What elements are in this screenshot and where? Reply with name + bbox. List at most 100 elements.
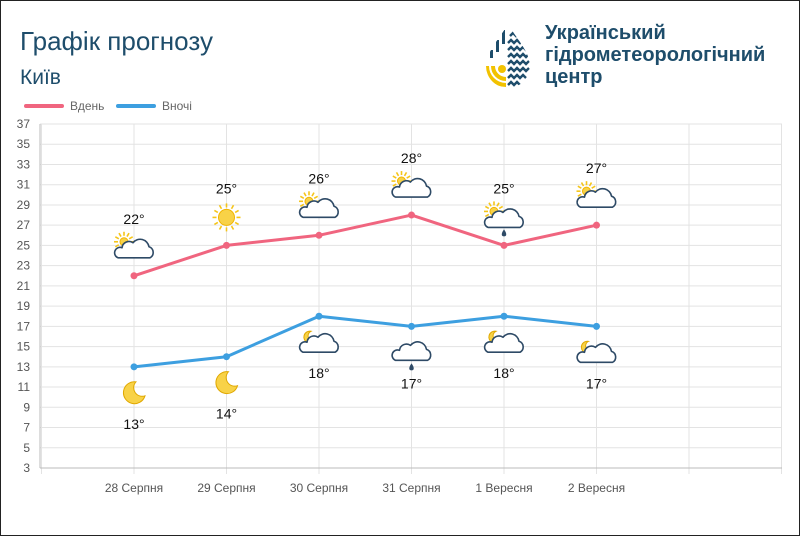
- y-tick-label: 33: [17, 157, 31, 171]
- y-tick-label: 25: [17, 238, 31, 252]
- moon-icon: [215, 371, 239, 395]
- sun-ray: [114, 236, 120, 240]
- day-temp-label: 26°: [308, 170, 329, 186]
- sun-ray: [213, 209, 219, 214]
- rain-drop: [501, 229, 507, 237]
- sun-ray: [299, 203, 305, 207]
- day-temp-label: 22°: [123, 211, 144, 227]
- page-title: Графік прогнозу: [20, 26, 213, 56]
- org-name-line3: центр: [545, 66, 603, 88]
- day-temp-label: 27°: [586, 160, 607, 176]
- org-name: Український гідрометеорологічний центр: [545, 22, 765, 88]
- legend-swatch-night: [116, 104, 156, 108]
- data-point-night[interactable]: [408, 322, 415, 330]
- sun-ray: [403, 171, 408, 177]
- day-temp-label: 25°: [493, 180, 514, 196]
- y-tick-label: 29: [17, 198, 31, 212]
- data-point-day[interactable]: [500, 241, 508, 249]
- moon-shape: [215, 371, 239, 395]
- x-tick-label: 2 Вересня: [568, 481, 625, 495]
- night-temp-label: 18°: [493, 365, 514, 381]
- legend-item-day[interactable]: Вдень: [24, 99, 104, 113]
- org-name-line1: Український: [545, 22, 666, 44]
- data-point-night[interactable]: [500, 312, 508, 320]
- y-tick-label: 5: [23, 441, 30, 455]
- sun-ray: [577, 185, 582, 189]
- y-tick-label: 7: [23, 421, 30, 435]
- partly-cloudy-icon: [576, 181, 617, 208]
- sun-ray: [406, 175, 411, 179]
- sun-ray: [580, 182, 585, 187]
- x-tick-label: 30 Серпня: [290, 481, 348, 495]
- grid: [39, 123, 782, 474]
- x-tick-label: 29 Серпня: [197, 481, 255, 495]
- cloud-shape: [298, 332, 339, 354]
- sun-ray: [392, 183, 397, 187]
- cloud-rain-icon: [391, 341, 432, 371]
- data-point-day[interactable]: [593, 221, 600, 229]
- y-tick-label: 19: [17, 299, 31, 313]
- data-point-day[interactable]: [315, 231, 323, 239]
- data-point-night[interactable]: [315, 312, 323, 320]
- cloud-shape: [483, 208, 524, 229]
- sun-ray: [498, 205, 504, 210]
- partly-cloudy-icon: [298, 191, 339, 219]
- day-temp-label: 28°: [401, 150, 422, 166]
- sun-ray: [484, 205, 490, 210]
- cloudy-night-icon: [298, 330, 339, 354]
- ukrhydromet-logo-icon: [486, 24, 530, 88]
- y-tick-label: 31: [17, 178, 31, 192]
- moon-shape: [122, 381, 146, 405]
- cloud-shape: [298, 198, 339, 219]
- x-tick-label: 31 Серпня: [382, 481, 440, 495]
- sun-ray: [213, 221, 219, 226]
- day-temp-label: 25°: [216, 180, 237, 196]
- sun-ray: [392, 175, 397, 179]
- sun-ray: [591, 185, 596, 189]
- y-tick-label: 21: [17, 279, 31, 293]
- data-point-night[interactable]: [223, 353, 230, 361]
- partly-cloudy-icon: [113, 231, 154, 259]
- sun-ray: [488, 202, 492, 207]
- data-point-night[interactable]: [130, 363, 138, 371]
- cloud-shape: [391, 341, 432, 362]
- city-name: Київ: [20, 66, 61, 89]
- legend-swatch-day: [24, 104, 64, 108]
- y-tick-label: 35: [17, 137, 31, 151]
- legend-label-night: Вночі: [162, 99, 192, 113]
- sun-icon: [212, 203, 241, 232]
- partly-cloudy-icon: [391, 171, 432, 198]
- cloud-shape: [391, 177, 432, 198]
- sun-ray: [484, 213, 490, 218]
- sun-ray: [234, 209, 240, 214]
- x-tick-label: 1 Вересня: [475, 481, 532, 495]
- x-tick-label: 28 Серпня: [105, 481, 163, 495]
- cloud-shape: [483, 332, 524, 354]
- data-point-night[interactable]: [593, 322, 600, 330]
- sun-ray: [218, 225, 223, 230]
- y-tick-label: 37: [17, 117, 31, 131]
- y-tick-label: 3: [23, 461, 30, 475]
- sun-ray: [303, 192, 307, 197]
- data-point-day[interactable]: [408, 211, 415, 219]
- y-tick-label: 27: [17, 218, 31, 232]
- sun-ray: [234, 221, 240, 226]
- y-tick-label: 17: [17, 319, 31, 333]
- sun-ray: [126, 232, 130, 237]
- cloud-shape: [576, 187, 617, 208]
- sun-ray: [311, 192, 315, 197]
- data-point-day[interactable]: [130, 272, 138, 280]
- y-tick-label: 23: [17, 259, 31, 273]
- data-point-day[interactable]: [223, 241, 230, 249]
- sun-ray: [118, 232, 122, 237]
- y-tick-label: 9: [23, 400, 30, 414]
- y-tick-label: 11: [18, 380, 31, 394]
- night-temp-label: 18°: [308, 365, 329, 381]
- legend-item-night[interactable]: Вночі: [116, 99, 192, 113]
- moon-icon: [122, 381, 146, 405]
- sun-ray: [395, 171, 400, 177]
- night-temp-label: 17°: [401, 375, 422, 391]
- sun-ray: [114, 244, 120, 248]
- series-line-day: [133, 213, 597, 278]
